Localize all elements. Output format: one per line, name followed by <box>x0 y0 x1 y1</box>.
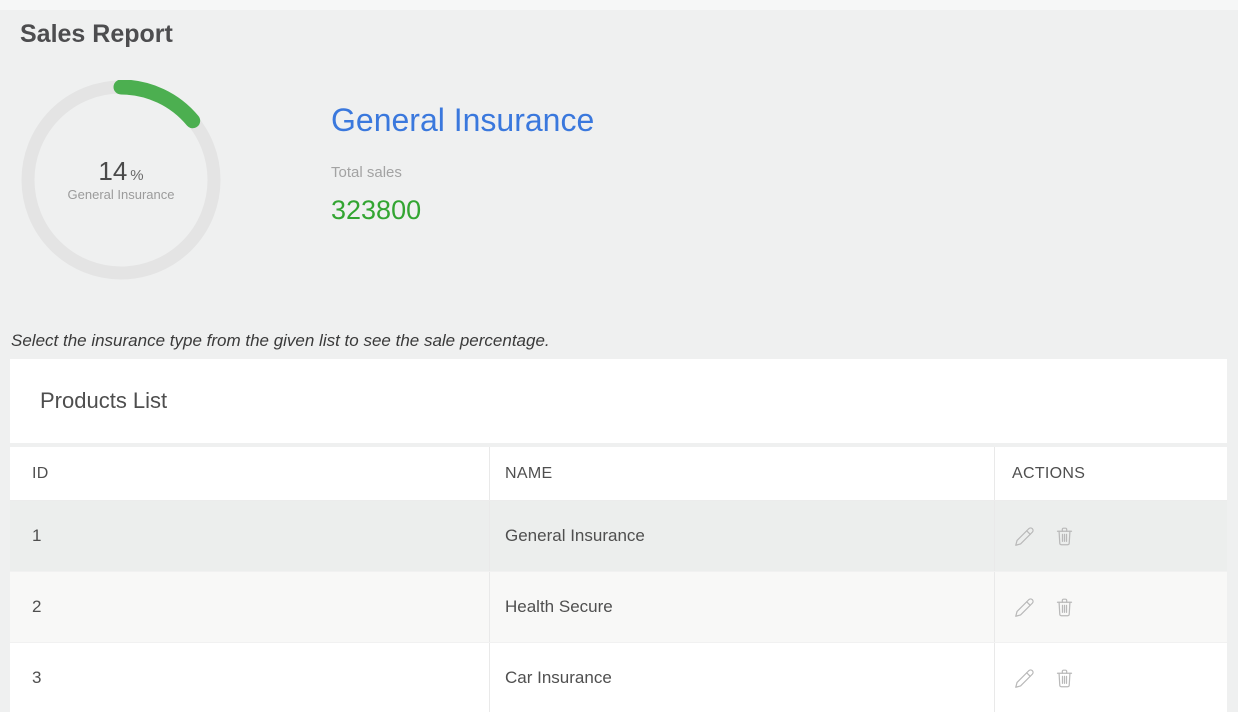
pencil-icon <box>1014 526 1034 546</box>
sales-donut-chart: 14% General Insurance <box>21 80 221 280</box>
card-title-block: Products List <box>10 359 1227 443</box>
col-header-actions: ACTIONS <box>1012 464 1086 482</box>
percent-symbol: % <box>130 166 144 184</box>
trash-icon <box>1056 527 1072 545</box>
donut-center-label: 14% General Insurance <box>21 80 221 280</box>
row-name-cell: Health Secure <box>490 572 995 642</box>
row-id-cell: 2 <box>10 572 490 642</box>
donut-percent: 14% <box>98 155 144 186</box>
trash-icon <box>1056 598 1072 616</box>
table-row[interactable]: 3 Car Insurance <box>10 643 1227 712</box>
col-header-id: ID <box>10 447 490 500</box>
selected-product-summary: General Insurance Total sales 323800 <box>331 102 595 226</box>
donut-sublabel: General Insurance <box>67 187 175 203</box>
donut-arc <box>21 80 221 280</box>
delete-button[interactable] <box>1052 666 1076 690</box>
total-sales-label: Total sales <box>331 164 402 182</box>
row-name-cell: Car Insurance <box>490 643 995 712</box>
top-strip <box>0 0 1238 10</box>
table-row[interactable]: 1 General Insurance <box>10 501 1227 572</box>
row-id-cell: 3 <box>10 643 490 712</box>
card-title: Products List <box>40 388 168 413</box>
page-title: Sales Report <box>20 20 173 48</box>
donut-svg <box>21 80 221 280</box>
selected-product-name: General Insurance <box>331 102 595 138</box>
edit-button[interactable] <box>1012 666 1036 690</box>
pencil-icon <box>1014 597 1034 617</box>
edit-button[interactable] <box>1012 595 1036 619</box>
total-sales-value: 323800 <box>331 195 422 226</box>
pencil-icon <box>1014 668 1034 688</box>
products-table: ID NAME ACTIONS 1 General Insurance 2 He… <box>10 447 1227 712</box>
col-header-name: NAME <box>490 447 995 500</box>
row-id-cell: 1 <box>10 501 490 571</box>
row-name-cell: General Insurance <box>490 501 995 571</box>
trash-icon <box>1056 669 1072 687</box>
instruction-text: Select the insurance type from the given… <box>11 331 550 350</box>
table-header-row: ID NAME ACTIONS <box>10 447 1227 501</box>
delete-button[interactable] <box>1052 595 1076 619</box>
edit-button[interactable] <box>1012 524 1036 548</box>
delete-button[interactable] <box>1052 524 1076 548</box>
products-list-card: Products List ID NAME ACTIONS 1 General … <box>10 359 1227 712</box>
table-row[interactable]: 2 Health Secure <box>10 572 1227 643</box>
